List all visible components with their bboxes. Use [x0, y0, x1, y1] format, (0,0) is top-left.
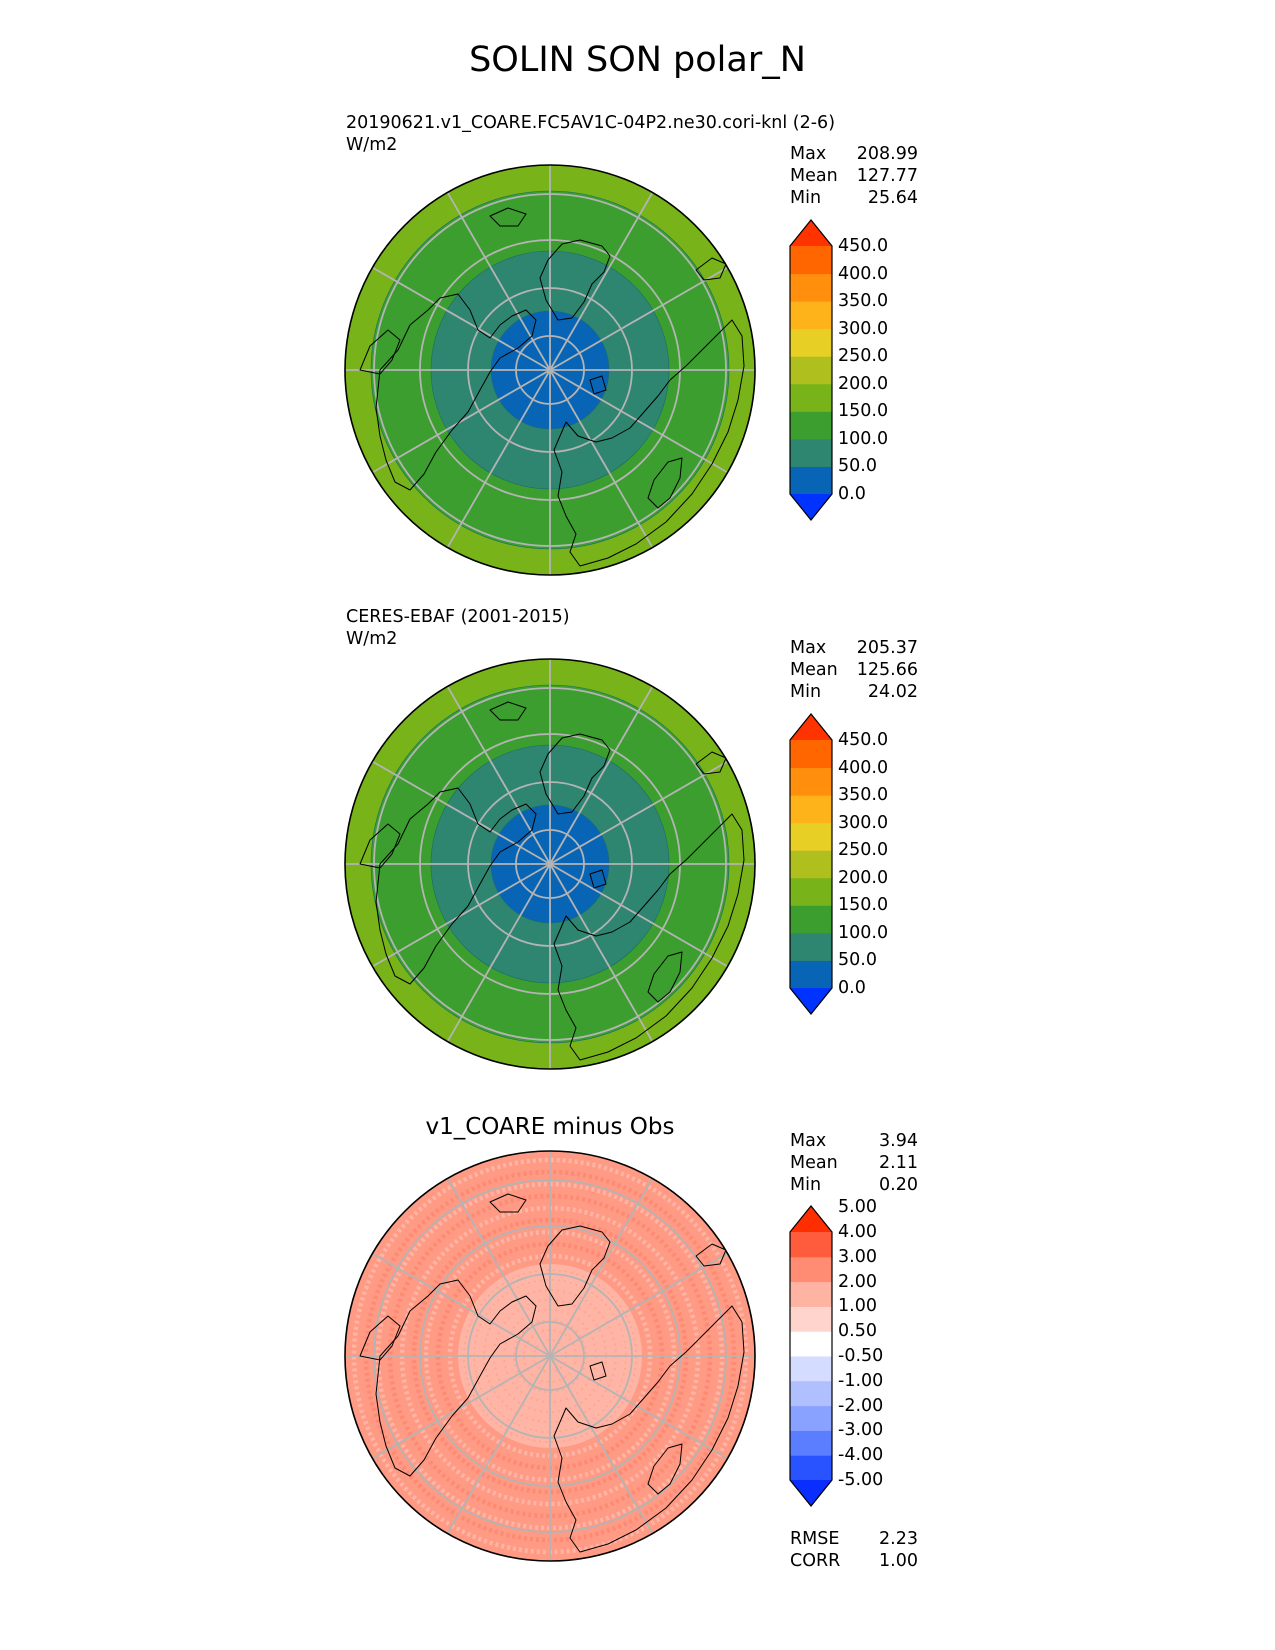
- colorbar-segment: [790, 301, 832, 330]
- colorbar-segment: [790, 822, 832, 851]
- colorbar-segment: [790, 1356, 832, 1382]
- colorbar-tick-label: 5.00: [838, 1197, 877, 1218]
- colorbar-tick-label: 350.0: [838, 785, 889, 806]
- panel2-colorbar: [789, 713, 833, 1015]
- colorbar-segment: [790, 438, 832, 467]
- colorbar-tick-label: -2.00: [838, 1395, 884, 1416]
- colorbar-tick-label: 250.0: [838, 840, 889, 861]
- panel3-stats: Max 3.94 Mean 2.11 Min 0.20: [790, 1130, 918, 1196]
- panel3-difference-map: [344, 1150, 756, 1562]
- colorbar-tick-label: 50.0: [838, 950, 877, 971]
- colorbar-segment: [790, 1331, 832, 1357]
- colorbar-tick-label: 450.0: [838, 730, 889, 750]
- colorbar-tick-label: 300.0: [838, 812, 889, 833]
- colorbar-segment: [790, 850, 832, 879]
- colorbar-tick-label: 0.50: [838, 1321, 877, 1342]
- colorbar-segment: [790, 246, 832, 275]
- colorbar-segment: [790, 1281, 832, 1307]
- panel1-polar-map: [344, 164, 756, 576]
- colorbar-segment: [790, 1405, 832, 1431]
- colorbar-segment: [790, 740, 832, 769]
- panel3-stat-min: Min 0.20: [790, 1175, 918, 1195]
- colorbar-tick-label: -5.00: [838, 1470, 884, 1490]
- colorbar-tick-label: 4.00: [838, 1222, 877, 1242]
- colorbar-segment: [790, 960, 832, 989]
- colorbar-tick-label: 0.0: [838, 978, 866, 998]
- colorbar-segment: [790, 795, 832, 824]
- colorbar-segment: [790, 1306, 832, 1332]
- panel1-stat-mean: Mean 127.77: [790, 166, 918, 186]
- panel3-title: v1_COARE minus Obs: [425, 1114, 675, 1140]
- panel3-colorbar: [789, 1205, 833, 1507]
- colorbar-tick-label: 2.00: [838, 1271, 877, 1292]
- colorbar-tick-label: -4.00: [838, 1445, 884, 1466]
- colorbar-tick-label: 400.0: [838, 757, 889, 778]
- panel3-metric-rmse: RMSE 2.23: [790, 1529, 918, 1549]
- panel1-stat-max: Max 208.99: [790, 144, 918, 164]
- panel3-metrics: RMSE 2.23 CORR 1.00: [790, 1528, 918, 1572]
- colorbar-tick-label: 400.0: [838, 263, 889, 284]
- colorbar-extend-max: [790, 714, 832, 740]
- panel1-stats: Max 208.99 Mean 127.77 Min 25.64: [790, 143, 918, 209]
- colorbar-tick-label: 100.0: [838, 922, 889, 943]
- colorbar-tick-label: 150.0: [838, 401, 889, 422]
- figure-title: SOLIN SON polar_N: [469, 40, 806, 80]
- colorbar-segment: [790, 273, 832, 302]
- colorbar-tick-label: 150.0: [838, 895, 889, 916]
- colorbar-segment: [790, 1256, 832, 1283]
- colorbar-extend-min: [790, 1480, 832, 1506]
- colorbar-segment: [790, 767, 832, 796]
- colorbar-tick-label: -0.50: [838, 1346, 884, 1366]
- panel2-polar-map: [344, 658, 756, 1070]
- colorbar-tick-label: 350.0: [838, 291, 889, 312]
- colorbar-segment: [790, 466, 832, 495]
- panel2-obs-label: CERES-EBAF (2001-2015): [346, 607, 570, 627]
- colorbar-segment: [790, 1380, 832, 1407]
- colorbar-tick-label: 250.0: [838, 346, 889, 367]
- colorbar-segment: [790, 1455, 832, 1481]
- colorbar-segment: [790, 932, 832, 961]
- colorbar-segment: [790, 411, 832, 440]
- colorbar-segment: [790, 1430, 832, 1456]
- colorbar-tick-label: 100.0: [838, 428, 889, 449]
- panel2-units-label: W/m2: [346, 629, 398, 649]
- colorbar-tick-label: 200.0: [838, 373, 889, 394]
- colorbar-segment: [790, 877, 832, 906]
- colorbar-tick-label: 50.0: [838, 456, 877, 477]
- panel1-units-label: W/m2: [346, 135, 398, 155]
- colorbar-tick-label: 450.0: [838, 236, 889, 256]
- colorbar-segment: [790, 328, 832, 357]
- colorbar-tick-label: 3.00: [838, 1246, 877, 1267]
- colorbar-tick-label: 1.00: [838, 1296, 877, 1317]
- colorbar-extend-min: [790, 494, 832, 520]
- panel2-stat-mean: Mean 125.66: [790, 660, 918, 680]
- panel3-metric-corr: CORR 1.00: [790, 1551, 918, 1571]
- colorbar-segment: [790, 1232, 832, 1258]
- colorbar-extend-max: [790, 220, 832, 246]
- colorbar-extend-max: [790, 1206, 832, 1232]
- panel2-stats: Max 205.37 Mean 125.66 Min 24.02: [790, 637, 918, 703]
- panel1-stat-min: Min 25.64: [790, 188, 918, 208]
- panel2-stat-max: Max 205.37: [790, 638, 918, 658]
- colorbar-extend-min: [790, 988, 832, 1014]
- colorbar-tick-label: 300.0: [838, 318, 889, 339]
- colorbar-tick-label: 0.0: [838, 484, 866, 504]
- colorbar-segment: [790, 905, 832, 934]
- colorbar-segment: [790, 356, 832, 385]
- panel1-colorbar: [789, 219, 833, 521]
- panel3-stat-max: Max 3.94: [790, 1131, 918, 1151]
- colorbar-segment: [790, 383, 832, 412]
- colorbar-tick-label: -3.00: [838, 1420, 884, 1441]
- panel3-stat-mean: Mean 2.11: [790, 1153, 918, 1173]
- colorbar-tick-label: -1.00: [838, 1370, 884, 1391]
- panel1-model-label: 20190621.v1_COARE.FC5AV1C-04P2.ne30.cori…: [346, 113, 836, 133]
- colorbar-tick-label: 200.0: [838, 867, 889, 888]
- panel2-stat-min: Min 24.02: [790, 682, 918, 702]
